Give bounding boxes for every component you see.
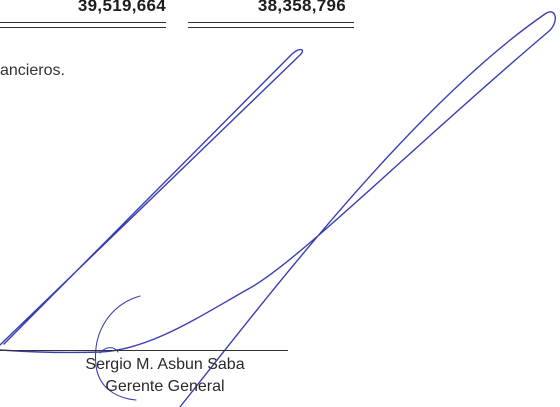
signer-name: Sergio M. Asbun Saba <box>85 356 245 373</box>
note-text: ancieros. <box>0 62 65 79</box>
total-underline-2 <box>188 22 354 28</box>
signature-line <box>0 350 288 351</box>
signer-title: Gerente General <box>105 378 225 395</box>
total-underline-1 <box>0 22 166 28</box>
total-value-1: 39,519,664 <box>77 0 166 15</box>
totals-row: 39,519,664 38,358,796 <box>0 0 560 30</box>
total-value-2: 38,358,796 <box>257 0 346 15</box>
